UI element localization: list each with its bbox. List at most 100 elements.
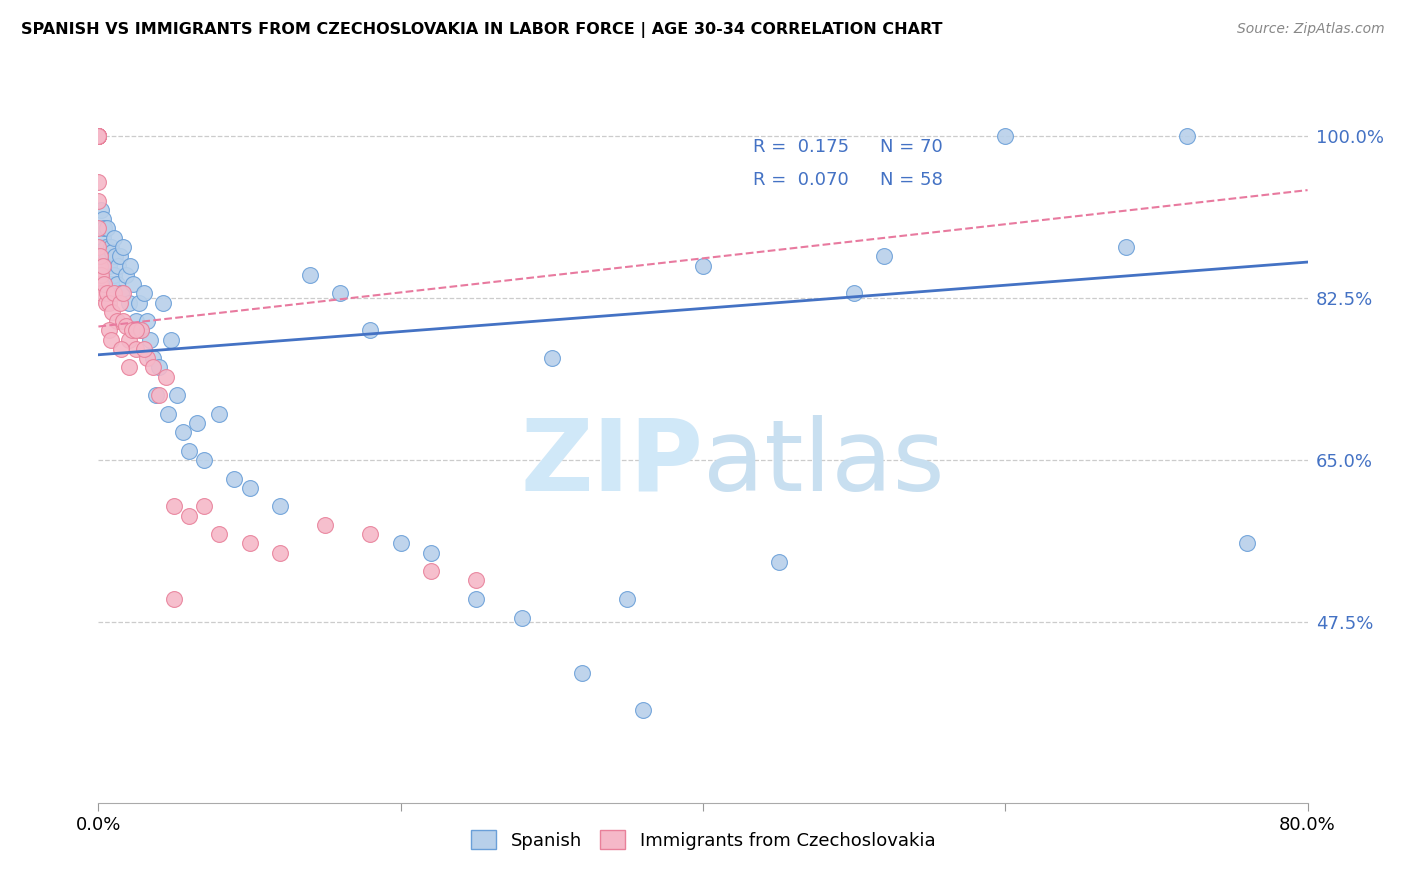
Point [631, 703, 654, 717]
Point [269, 546, 291, 560]
Point [96, 221, 118, 235]
Point [111, 240, 134, 254]
Point [145, 388, 167, 402]
Point [873, 249, 896, 263]
Point [135, 351, 157, 366]
Text: R =  0.070: R = 0.070 [754, 170, 849, 188]
Text: R =  0.175: R = 0.175 [754, 138, 849, 156]
Point [89, 221, 111, 235]
Point [89, 249, 111, 263]
Point [142, 360, 165, 375]
Point [87, 128, 110, 143]
Point [100, 333, 122, 347]
Point [110, 286, 132, 301]
Point [155, 369, 177, 384]
Point [208, 527, 231, 541]
Point [224, 472, 246, 486]
Point [91, 259, 114, 273]
Point [389, 536, 412, 550]
Point [87, 259, 110, 273]
Point [129, 323, 152, 337]
Point [172, 425, 194, 440]
Point [89, 277, 111, 291]
Point [96, 286, 118, 301]
Point [108, 249, 131, 263]
Point [90, 268, 112, 282]
Point [87, 128, 110, 143]
Point [104, 249, 127, 263]
Point [114, 318, 136, 333]
Point [148, 360, 170, 375]
Point [360, 323, 382, 337]
Point [163, 592, 186, 607]
Point [89, 240, 111, 254]
Point [93, 259, 115, 273]
Point [299, 268, 322, 282]
Point [1175, 128, 1198, 143]
Point [163, 500, 186, 514]
Point [314, 517, 336, 532]
Point [87, 175, 110, 189]
Point [91, 212, 114, 227]
Point [111, 286, 134, 301]
Point [120, 259, 142, 273]
Point [101, 244, 124, 259]
Point [118, 360, 141, 375]
Point [994, 128, 1017, 143]
Point [132, 286, 155, 301]
Point [87, 128, 110, 143]
Point [616, 592, 638, 607]
Point [100, 240, 122, 254]
Point [87, 128, 110, 143]
Text: Source: ZipAtlas.com: Source: ZipAtlas.com [1237, 22, 1385, 37]
Point [87, 128, 110, 143]
Point [465, 592, 488, 607]
Point [96, 249, 118, 263]
Point [103, 286, 125, 301]
Point [90, 259, 112, 273]
Point [125, 342, 148, 356]
Point [420, 546, 443, 560]
Text: N = 70: N = 70 [880, 138, 943, 156]
Point [87, 128, 110, 143]
Point [98, 295, 121, 310]
Point [152, 295, 174, 310]
Point [239, 536, 262, 550]
Point [465, 574, 488, 588]
Point [94, 295, 117, 310]
Point [179, 508, 201, 523]
Point [94, 277, 117, 291]
Point [360, 527, 382, 541]
Text: atlas: atlas [703, 415, 945, 512]
Point [166, 388, 188, 402]
Point [135, 314, 157, 328]
Point [142, 351, 165, 366]
Point [100, 277, 122, 291]
Point [139, 333, 162, 347]
Point [87, 221, 110, 235]
Point [87, 240, 110, 254]
Point [103, 268, 125, 282]
Legend: Spanish, Immigrants from Czechoslovakia: Spanish, Immigrants from Czechoslovakia [461, 822, 945, 859]
Point [1115, 240, 1137, 254]
Point [118, 295, 141, 310]
Point [90, 202, 112, 217]
Point [692, 259, 714, 273]
Point [510, 610, 533, 624]
Point [114, 268, 136, 282]
Point [160, 333, 183, 347]
Point [269, 500, 291, 514]
Point [98, 259, 121, 273]
Point [129, 323, 152, 337]
Point [89, 268, 111, 282]
Point [107, 259, 129, 273]
Point [179, 443, 201, 458]
Point [122, 277, 145, 291]
Point [1236, 536, 1258, 550]
Point [94, 240, 117, 254]
Point [110, 342, 132, 356]
Point [103, 231, 125, 245]
Text: SPANISH VS IMMIGRANTS FROM CZECHOSLOVAKIA IN LABOR FORCE | AGE 30-34 CORRELATION: SPANISH VS IMMIGRANTS FROM CZECHOSLOVAKI… [21, 22, 942, 38]
Point [132, 342, 155, 356]
Point [87, 128, 110, 143]
